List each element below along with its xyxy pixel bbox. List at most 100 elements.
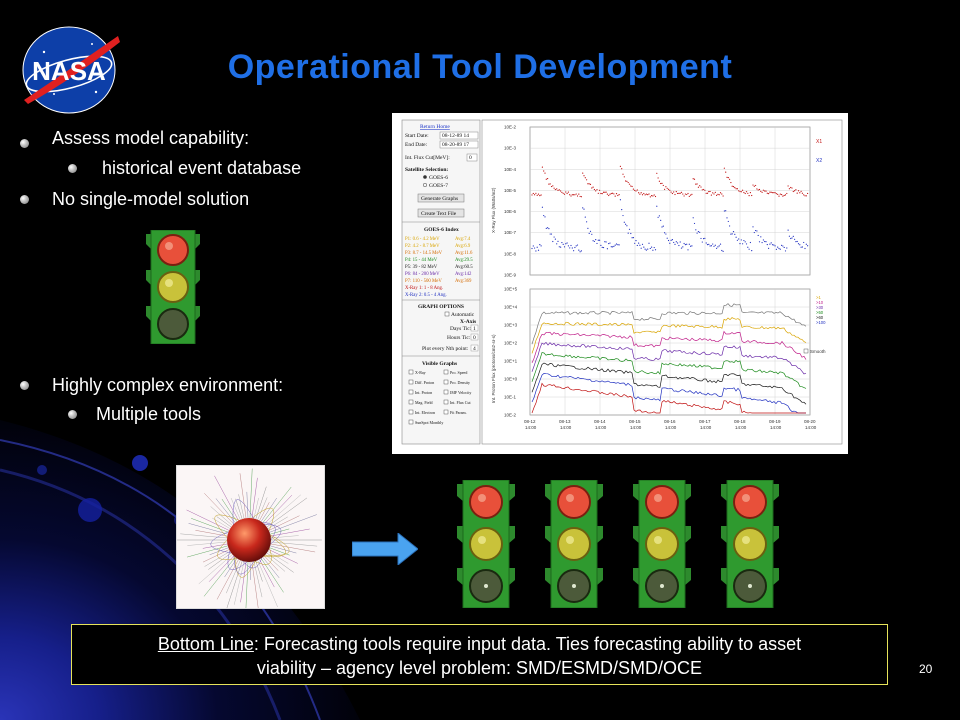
int-flux-input[interactable]: 0 <box>469 155 472 161</box>
xray2-point <box>734 233 736 235</box>
generate-graphs-button[interactable]: Generate Graphs <box>421 196 458 202</box>
field-line <box>270 535 299 539</box>
start-date-input[interactable]: 08-12-89 14 <box>442 133 469 139</box>
field-line <box>245 561 249 608</box>
xray1-point <box>761 191 763 193</box>
xray1-point <box>710 194 712 196</box>
xray2-point <box>661 226 663 228</box>
sat-option-goes6[interactable]: GOES-6 <box>429 175 448 181</box>
xray2-point <box>786 247 788 249</box>
automatic-checkbox[interactable]: Automatic <box>451 312 475 318</box>
xray2-point <box>653 246 655 249</box>
end-date-input[interactable]: 08-20-89 17 <box>442 142 469 148</box>
xray1-point <box>779 193 781 195</box>
xray2-point <box>691 245 693 247</box>
sat-option-goes7[interactable]: GOES-7 <box>429 183 448 189</box>
smooth-checkbox[interactable]: Smooth <box>810 349 826 354</box>
hours-tic-input[interactable]: 0 <box>473 335 476 341</box>
visible-graph-int-electron[interactable]: Int. Electron <box>415 410 435 415</box>
days-tic-input[interactable]: 1 <box>473 326 476 332</box>
xray1-point <box>613 193 615 195</box>
xray1-point <box>784 194 787 196</box>
xray2-point <box>735 236 737 238</box>
proton-series-line <box>531 382 806 414</box>
visible-graph-pro-density[interactable]: Pro. Density <box>450 380 470 385</box>
xray1-point <box>768 193 770 195</box>
xray1-point <box>544 172 546 174</box>
xray1-point <box>800 190 802 192</box>
xray2-point <box>765 241 767 243</box>
xray1-point <box>796 192 798 194</box>
xray1-point <box>695 183 697 185</box>
x-tick: 08-12 <box>524 419 536 424</box>
proton-series-line <box>531 352 807 389</box>
traffic-light-icon <box>721 480 779 608</box>
x-tick-time: 14:00 <box>805 425 817 430</box>
bullet-dot <box>68 410 77 419</box>
visible-graph-imf-velocity[interactable]: IMF Velocity <box>450 390 471 395</box>
field-line <box>249 468 253 519</box>
bottom-line-box: Bottom Line: Forecasting tools require i… <box>71 624 888 685</box>
xray1-point <box>535 192 537 194</box>
xray2-point <box>627 232 629 234</box>
xray2-point <box>601 246 603 248</box>
xray1-point <box>782 195 784 197</box>
visible-graph-sunspot[interactable]: SunSpot Monthly <box>415 420 443 425</box>
xray1-point <box>583 175 585 177</box>
xray2-point <box>630 232 632 235</box>
xray2-point <box>634 242 636 244</box>
return-home-link[interactable]: Return Home <box>420 124 450 130</box>
bottom-y-tick: 10E+2 <box>504 341 518 346</box>
xray2-point <box>756 230 758 232</box>
field-line <box>186 545 228 558</box>
xray2-point <box>693 222 696 225</box>
field-line <box>246 491 249 519</box>
xray1-point <box>601 193 603 195</box>
xray2-point <box>796 240 798 243</box>
x-tick-time: 14:00 <box>665 425 677 430</box>
xray2-point <box>553 236 555 238</box>
visible-graph-diff-proton[interactable]: Diff. Proton <box>415 380 434 385</box>
xray1-point <box>664 188 666 190</box>
bottom-legend-item: >10 <box>816 300 824 305</box>
xray1-point <box>553 187 555 189</box>
xray2-point <box>708 243 710 245</box>
xray1-point <box>757 189 759 191</box>
xray2-point <box>725 210 727 212</box>
xray1-point <box>537 193 540 195</box>
xray2-point <box>580 250 582 252</box>
xray2-point <box>664 232 666 234</box>
field-loop <box>261 523 282 546</box>
xray2-point <box>674 243 676 245</box>
create-text-file-button[interactable]: Create Text File <box>421 211 457 217</box>
visible-graph-pro-speed[interactable]: Pro. Speed <box>450 370 467 375</box>
xray2-point <box>690 245 692 247</box>
visible-graph-int-flux-cut[interactable]: Int. Flux Cut <box>450 400 471 405</box>
xray1-point <box>597 192 599 194</box>
xray2-point <box>623 221 625 223</box>
xray2-point <box>680 247 683 249</box>
xray2-point <box>736 239 738 241</box>
xray2-point <box>570 244 572 247</box>
xray2-point <box>548 228 550 230</box>
xray2-point <box>717 246 719 248</box>
xray2-point <box>692 217 694 219</box>
xray2-point <box>709 245 711 247</box>
xray1-point <box>602 191 605 193</box>
xray1-point <box>548 183 550 185</box>
xray1-point <box>674 193 676 196</box>
xray1-point <box>760 190 762 192</box>
xray2-point <box>792 235 794 237</box>
xray1-point <box>722 195 724 197</box>
x-tick: 08-16 <box>664 419 676 424</box>
index-row: X-Ray 2: 0.5 - 4 Ang. <box>405 293 447 298</box>
xray2-point <box>608 242 610 245</box>
visible-graph-int-proton[interactable]: Int. Proton <box>415 390 432 395</box>
xray2-point <box>591 233 593 235</box>
visible-graph-fit-param[interactable]: Fit Param. <box>450 410 467 415</box>
xray2-point <box>807 245 809 247</box>
plot-every-input[interactable]: 4 <box>473 346 476 352</box>
visible-graph-mag-field[interactable]: Mag. Field <box>415 400 433 405</box>
xray2-point <box>544 216 546 218</box>
visible-graph-xray[interactable]: X-Ray <box>415 370 426 375</box>
